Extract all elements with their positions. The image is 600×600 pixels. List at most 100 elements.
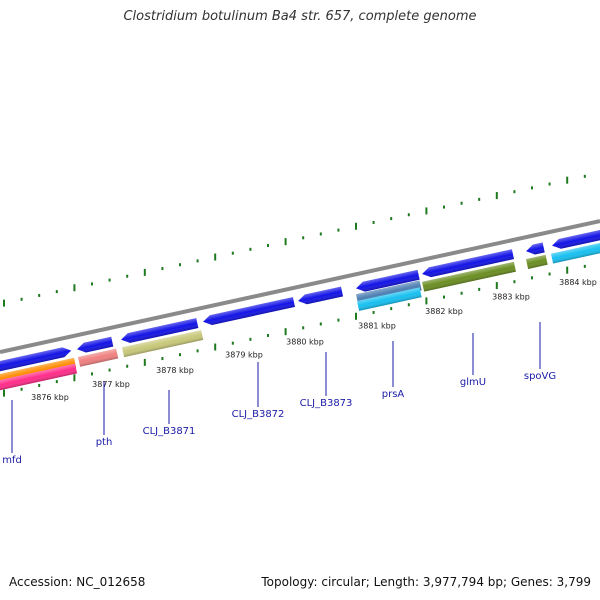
outer-tick-dot xyxy=(267,243,269,247)
inner-tick-dot xyxy=(548,272,551,276)
gene-arrow-shade xyxy=(0,363,78,392)
gene-arrow-shade xyxy=(0,347,72,373)
inner-tick-dot xyxy=(425,297,428,305)
gene-feature xyxy=(203,297,295,325)
gene-arrow-shade xyxy=(203,297,295,325)
gene-feature xyxy=(552,228,600,249)
gene-label: prsA xyxy=(382,389,405,400)
outer-tick-dot xyxy=(249,247,252,251)
outer-tick-dot xyxy=(495,192,498,200)
gene-arrow-shade xyxy=(422,261,516,292)
outer-tick-dot xyxy=(513,190,516,194)
outer-tick-dot xyxy=(460,201,463,205)
inner-tick-dot xyxy=(390,307,393,311)
gene-label: CLJ_B3872 xyxy=(232,409,285,420)
kbp-tick-label: 3876 kbp xyxy=(31,393,69,402)
outer-tick-dot xyxy=(548,182,551,186)
gene-feature xyxy=(551,241,600,264)
inner-tick-dot xyxy=(179,353,181,357)
outer-tick-dot xyxy=(583,174,586,178)
gene-feature xyxy=(298,286,344,305)
outer-tick-dot xyxy=(126,274,129,278)
inner-tick-dot xyxy=(443,295,445,299)
inner-tick-dot xyxy=(355,312,357,320)
inner-tick-dot xyxy=(214,343,217,351)
gene-arrow-shade xyxy=(122,330,204,358)
outer-tick-dot xyxy=(425,207,428,215)
outer-tick-dot xyxy=(38,293,41,297)
outer-tick-dot xyxy=(55,290,58,294)
outer-tick-dot xyxy=(73,284,76,292)
gene-label: pth xyxy=(96,437,113,448)
inner-tick-dot xyxy=(531,276,533,280)
outer-tick-dot xyxy=(161,267,164,271)
gene-feature xyxy=(0,347,72,373)
outer-tick-dot xyxy=(319,232,322,236)
gene-feature xyxy=(122,330,204,358)
outer-tick-dot xyxy=(179,263,181,267)
gene-feature xyxy=(77,336,114,353)
outer-tick-dot xyxy=(407,213,410,217)
gene-arrow-shade xyxy=(422,249,514,278)
inner-tick-dot xyxy=(20,387,23,391)
outer-tick-dot xyxy=(372,220,375,224)
backbone-line xyxy=(0,219,600,354)
inner-tick-dot xyxy=(196,349,199,353)
kbp-tick-label: 3882 kbp xyxy=(425,307,463,316)
inner-tick-dot xyxy=(231,341,234,345)
kbp-tick-label: 3880 kbp xyxy=(286,337,324,346)
gene-feature xyxy=(526,242,545,255)
gene-feature xyxy=(356,269,420,292)
inner-tick-dot xyxy=(302,326,305,330)
inner-tick-dot xyxy=(161,357,164,361)
outer-tick-dot xyxy=(284,238,287,246)
inner-tick-dot xyxy=(91,372,93,376)
kbp-tick-label: 3879 kbp xyxy=(225,351,263,360)
inner-tick-dot xyxy=(460,291,463,295)
outer-tick-dot xyxy=(3,299,5,307)
inner-tick-dot xyxy=(73,374,76,382)
gene-label: mfd xyxy=(2,455,22,466)
gene-arrow-shade xyxy=(298,286,344,305)
inner-tick-dot xyxy=(267,333,269,337)
outer-tick-dot xyxy=(566,176,569,184)
gene-feature xyxy=(526,254,548,269)
outer-tick-dot xyxy=(231,251,234,255)
inner-tick-dot xyxy=(3,389,5,397)
gene-arrow-shade xyxy=(77,336,114,353)
gene-arrow-shade xyxy=(551,241,600,264)
kbp-tick-label: 3884 kbp xyxy=(559,278,597,287)
outer-tick-dot xyxy=(108,278,111,282)
kbp-tick-label: 3883 kbp xyxy=(492,292,530,301)
gene-arrow-shade xyxy=(526,254,548,269)
inner-tick-dot xyxy=(337,318,340,322)
inner-tick-dot xyxy=(478,287,481,291)
inner-tick-dot xyxy=(513,280,516,284)
gene-arrow-shade xyxy=(357,287,422,311)
outer-tick-dot xyxy=(143,268,146,276)
gene-feature xyxy=(422,249,514,278)
inner-tick-dot xyxy=(407,303,410,307)
outer-tick-dot xyxy=(337,228,340,232)
outer-tick-dot xyxy=(531,186,533,190)
gene-label: CLJ_B3871 xyxy=(143,426,196,437)
outer-tick-dot xyxy=(390,217,393,221)
gene-arrow-shade xyxy=(78,348,119,367)
inner-tick-dot xyxy=(38,383,41,387)
outer-tick-dot xyxy=(478,197,481,201)
gene-arrow-shade xyxy=(356,269,420,292)
gene-arrow-shade xyxy=(121,318,199,343)
outer-tick-dot xyxy=(443,205,445,209)
gene-label: glmU xyxy=(460,377,486,388)
inner-tick-dot xyxy=(284,328,287,336)
gene-feature xyxy=(0,363,78,392)
gene-label: CLJ_B3873 xyxy=(300,398,353,409)
outer-tick-dot xyxy=(91,282,93,286)
inner-tick-dot xyxy=(372,310,375,314)
inner-tick-dot xyxy=(55,380,58,384)
genome-summary-text: Topology: circular; Length: 3,977,794 bp… xyxy=(261,575,591,589)
kbp-tick-label: 3878 kbp xyxy=(156,366,194,375)
gene-feature xyxy=(121,318,199,343)
gene-arrow-shade xyxy=(526,242,545,255)
inner-tick-dot xyxy=(126,364,129,368)
